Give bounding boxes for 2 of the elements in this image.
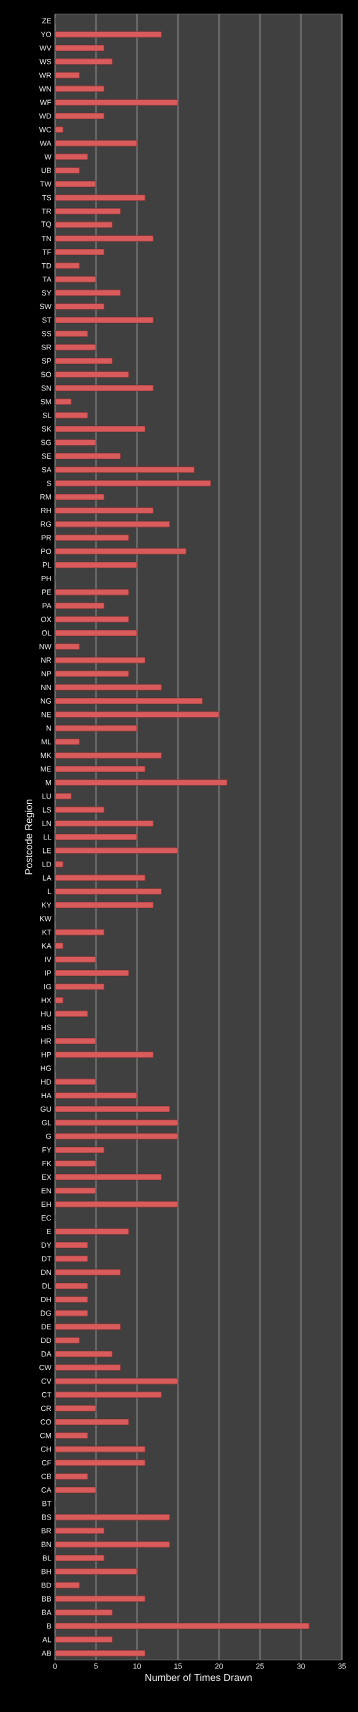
y-axis-title: Postcode Region [24,799,35,875]
x-axis-title: Number of Times Drawn [145,1673,252,1681]
